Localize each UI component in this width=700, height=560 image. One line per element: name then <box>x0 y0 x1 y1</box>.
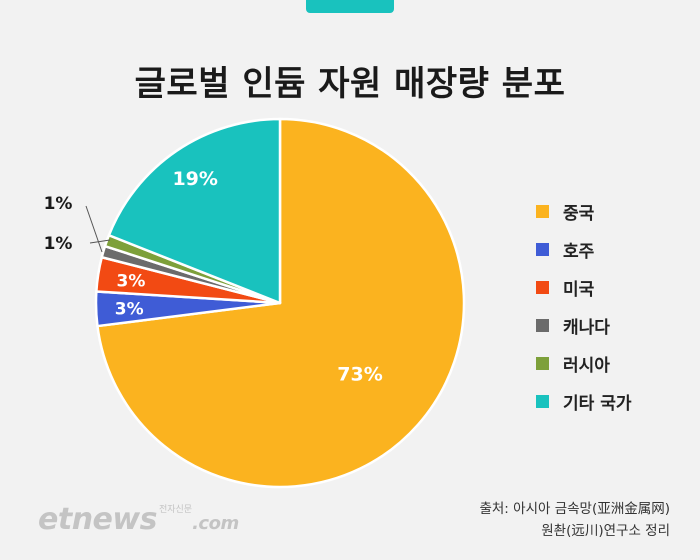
legend-label-4: 러시아 <box>563 355 610 376</box>
legend-item-3: 캐나다 <box>536 306 631 344</box>
legend-label-0: 중국 <box>563 203 595 224</box>
legend-swatch-2 <box>536 280 549 294</box>
leader-line-4 <box>89 239 111 244</box>
etnews-logo: etnews 전자신문.com <box>38 502 239 537</box>
logo-suffix: .com <box>192 513 239 534</box>
source-line-2: 원촨(远川)연구소 정리 <box>541 523 670 539</box>
source-note: 출처: 아시아 금속망(亚洲金属网) 원촨(远川)연구소 정리 <box>479 498 670 542</box>
source-line-1: 출처: 아시아 금속망(亚洲金属网) <box>479 501 670 517</box>
legend-label-3: 캐나다 <box>563 317 610 338</box>
legend-swatch-0 <box>536 204 549 218</box>
slice-label-5: 19% <box>172 168 217 190</box>
legend-swatch-1 <box>536 242 549 256</box>
leader-line-3 <box>85 205 103 253</box>
top-accent-tab <box>306 0 394 13</box>
legend-item-5: 기타 국가 <box>536 382 631 420</box>
slice-label-4: 1% <box>44 234 73 254</box>
slice-label-3: 1% <box>44 194 73 214</box>
legend-label-1: 호주 <box>563 241 595 262</box>
legend-item-2: 미국 <box>536 268 631 306</box>
chart-title: 글로벌 인듐 자원 매장량 분포 <box>134 64 566 104</box>
slice-label-1: 3% <box>115 300 144 320</box>
legend-label-2: 미국 <box>563 279 595 300</box>
legend-label-5: 기타 국가 <box>563 393 632 414</box>
legend-swatch-4 <box>536 356 549 370</box>
logo-sub: 전자신문 <box>158 505 193 515</box>
legend-swatch-5 <box>536 394 549 408</box>
logo-text: etnews <box>38 502 157 537</box>
legend-swatch-3 <box>536 318 549 332</box>
slice-label-2: 3% <box>117 271 146 291</box>
slice-label-0: 73% <box>337 364 382 386</box>
legend-item-4: 러시아 <box>536 344 631 382</box>
legend-item-1: 호주 <box>536 230 631 268</box>
legend-item-0: 중국 <box>536 192 631 230</box>
pie-slice-5 <box>107 117 282 305</box>
